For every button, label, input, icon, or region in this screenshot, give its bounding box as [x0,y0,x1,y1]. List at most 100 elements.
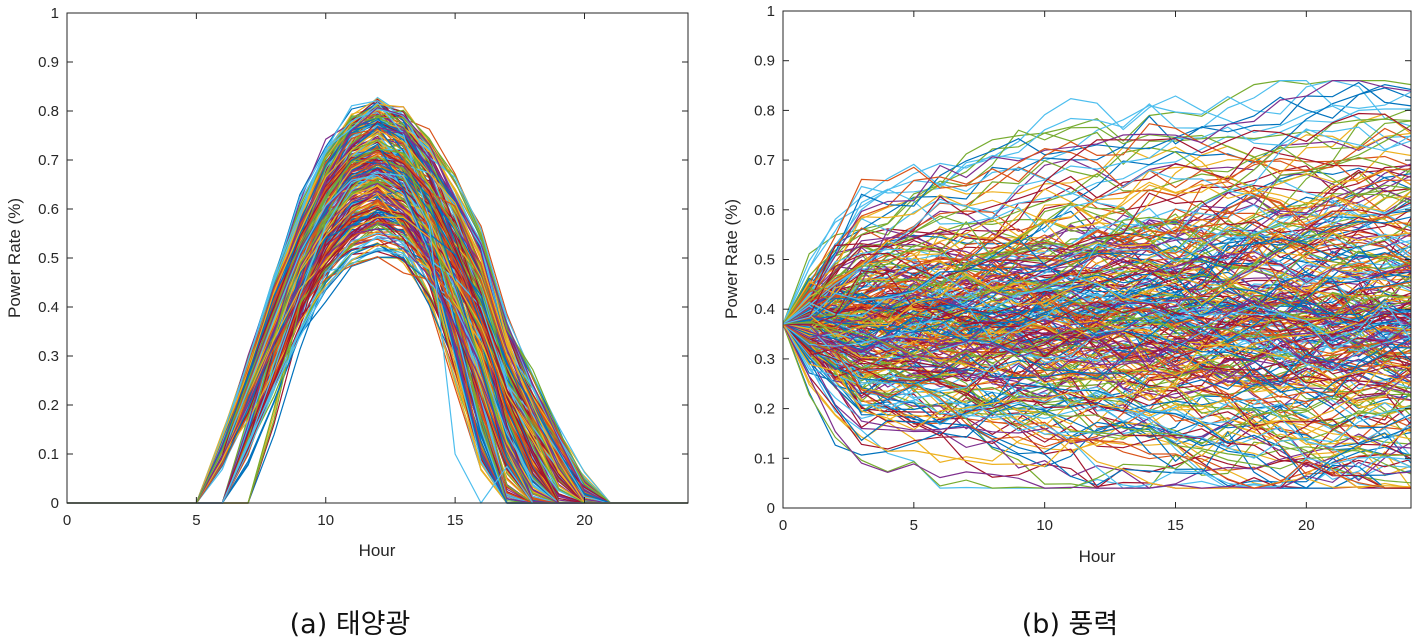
x-tick-label-solar: 10 [317,512,334,529]
wind-series-line [782,311,1412,404]
wind-series-line [782,323,1412,482]
wind-series-line [782,227,1412,360]
wind-series-line [782,257,1412,362]
wind-series-line [782,273,1412,340]
wind-series-line [782,112,1412,325]
wind-series-line [782,175,1412,325]
wind-series-line [782,126,1412,325]
y-tick-label-solar: 0.9 [38,54,59,71]
wind-series-line [782,280,1412,356]
wind-series-line [782,323,1412,431]
wind-series-line [782,323,1412,398]
wind-series-line [782,179,1412,325]
wind-series-line [782,95,1412,325]
y-tick-label-solar: 0.6 [38,201,59,218]
y-tick-label-solar: 0.3 [38,348,59,365]
wind-series-line [782,175,1412,325]
wind-series-line [782,280,1412,399]
wind-series-line [782,307,1412,390]
y-tick-label-wind: 0.1 [754,450,775,467]
wind-series-line [782,194,1412,325]
wind-series-line [782,307,1412,364]
wind-series-line [782,79,1412,325]
wind-series-line [782,223,1412,326]
x-tick-label-wind: 0 [779,517,787,534]
x-tick-label-wind: 5 [910,517,918,534]
x-axis-label-wind: Hour [1079,547,1116,566]
wind-series-line [782,278,1412,359]
wind-series-line [782,192,1412,325]
y-tick-label-wind: 0.7 [754,152,775,169]
wind-series-line [782,314,1412,426]
y-tick-label-wind: 0.8 [754,102,775,119]
x-axis-label-solar: Hour [359,541,396,560]
wind-series-line [782,169,1412,325]
wind-series-line [782,323,1412,481]
wind-series-line [782,79,1412,325]
chart-solar: 0 5 10 15 20 0 0.1 0.2 0.3 0.4 0.5 0.6 0.7 0.8 0.9 1 Ho… [5,5,689,638]
wind-series-line [782,323,1412,468]
wind-series-line [782,179,1412,325]
wind-series-line [782,120,1412,325]
wind-series-line [782,232,1412,337]
y-tick-label-solar: 0 [51,495,59,512]
y-tick-label-wind: 0.2 [754,401,775,418]
wind-series-line [782,251,1412,325]
wind-series-line [782,291,1412,367]
x-tick-label-wind: 20 [1298,517,1315,534]
wind-series-line [782,323,1412,489]
y-tick-label-solar: 0.4 [38,299,59,316]
y-tick-label-wind: 0.6 [754,202,775,219]
ticks-solar: 0 5 10 15 20 0 0.1 0.2 0.3 0.4 0.5 0.6 0.7 0.8 0.9 1 [38,5,688,529]
y-tick-label-solar: 0.8 [38,103,59,120]
wind-series-line [782,323,1412,489]
wind-series-line [782,305,1412,342]
wind-series-line [782,136,1412,325]
wind-series-line [782,323,1412,444]
wind-series-line [782,269,1412,326]
y-tick-label-solar: 0.2 [38,397,59,414]
wind-series-line [782,283,1412,343]
wind-series-line [782,123,1412,325]
wind-series-line [782,132,1412,325]
y-tick-label-solar: 0.1 [38,446,59,463]
wind-series-line [782,323,1412,457]
x-tick-label-solar: 20 [576,512,593,529]
wind-series-line [782,269,1412,332]
y-tick-label-wind: 0.5 [754,252,775,269]
wind-series-line [782,147,1412,325]
y-tick-label-wind: 1 [767,3,775,20]
wind-series-line [782,239,1412,331]
wind-series-line [782,189,1412,325]
wind-series-line [782,323,1412,426]
x-tick-label-solar: 0 [63,512,71,529]
wind-series-line [782,79,1412,325]
wind-series-line [782,288,1412,356]
y-tick-label-solar: 0.7 [38,152,59,169]
wind-series-line [782,204,1412,325]
y-tick-label-wind: 0.9 [754,53,775,70]
y-tick-label-wind: 0.4 [754,301,775,318]
wind-series-line [782,295,1412,376]
wind-series-line [782,223,1412,325]
wind-series-line [782,196,1412,325]
wind-series-line [782,181,1412,325]
wind-series-line [782,323,1412,489]
wind-series-line [782,299,1412,382]
wind-series-line [782,323,1412,459]
y-tick-label-solar: 0.5 [38,250,59,267]
wind-series-line [782,311,1412,395]
wind-series-line [782,323,1412,469]
y-axis-label-wind: Power Rate (%) [722,199,741,319]
wind-series-line [782,276,1412,373]
caption-wind: (b) 풍력 [1022,609,1118,638]
wind-series-line [782,237,1412,325]
wind-series-line [782,145,1412,325]
wind-series-line [782,323,1412,402]
y-tick-label-solar: 1 [51,5,59,22]
chart-wind: 0 5 10 15 20 0 0.1 0.2 0.3 0.4 0.5 0.6 0.7 0.8 0.9 1 Ho… [722,3,1412,638]
y-tick-label-wind: 0 [767,500,775,517]
wind-series-line [782,323,1412,489]
wind-series-line [782,323,1412,397]
